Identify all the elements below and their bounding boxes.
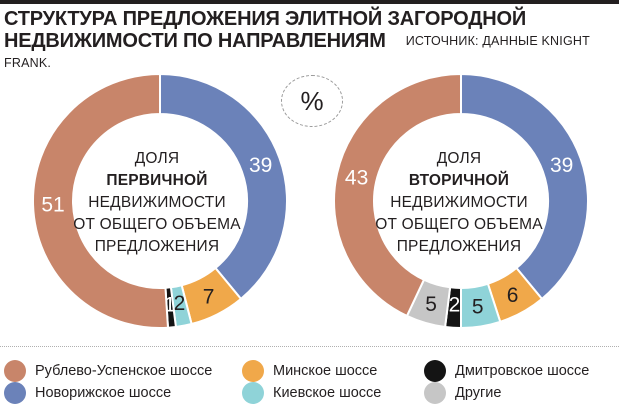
legend-swatch (242, 360, 264, 382)
legend-label: Рублево-Успенское шоссе (35, 363, 213, 379)
center-line: предложения (396, 238, 522, 255)
legend-item-dmitrovskoe: Дмитровское шоссе (424, 359, 589, 383)
slice-rublevo (32, 72, 170, 329)
slice-label-novorizhskoe: 39 (249, 154, 272, 177)
slice-label-other: 5 (425, 293, 437, 316)
legend-label: Киевское шоссе (273, 385, 382, 401)
legend-item-other: Другие (424, 381, 501, 405)
slice-label-minskoe: 6 (507, 284, 519, 307)
center-line: Доля (436, 150, 482, 167)
legend-swatch (424, 382, 446, 404)
center-label-secondary: Доля вторичной недвижимости от общего объем… (374, 148, 544, 258)
center-line: недвижимости (88, 194, 226, 211)
slice-label-dmitrovskoe: 1 (164, 293, 176, 316)
slice-rublevo (333, 72, 462, 318)
legend-label: Новорижское шоссе (35, 385, 172, 401)
center-label-primary: Доля первичной недвижимости от общего объем… (72, 148, 242, 258)
legend-swatch (4, 382, 26, 404)
slice-label-minskoe: 7 (203, 285, 215, 308)
legend-label: Минское шоссе (273, 363, 378, 379)
legend-label: Другие (455, 385, 502, 401)
legend-item-minskoe: Минское шоссе (242, 359, 377, 383)
center-line: первичной (106, 172, 208, 189)
slice-novorizhskoe (159, 72, 288, 301)
slice-label-kievskoe: 2 (174, 292, 186, 315)
legend-item-novorizhskoe: Новорижское шоссе (4, 381, 171, 405)
percent-badge: % (281, 75, 343, 127)
center-line: предложения (94, 238, 220, 255)
legend-swatch (424, 360, 446, 382)
center-line: недвижимости (390, 194, 528, 211)
slice-label-rublevo: 43 (345, 167, 368, 190)
slice-label-novorizhskoe: 39 (550, 154, 573, 177)
legend-item-kievskoe: Киевское шоссе (242, 381, 381, 405)
source-note: Источник: данные Knight Frank. (4, 34, 590, 70)
center-line: вторичной (408, 172, 510, 189)
legend-swatch (242, 382, 264, 404)
top-rule (0, 0, 619, 4)
legend-label: Дмитровское шоссе (455, 363, 590, 379)
donut-chart-primary: 39 721 51 (32, 72, 288, 329)
center-line: Доля (134, 150, 180, 167)
title-text: Структура предложения элитной загородной… (4, 8, 527, 52)
slice-label-rublevo: 51 (41, 193, 64, 216)
slice-label-dmitrovskoe: 2 (449, 294, 461, 317)
legend-divider (0, 346, 619, 347)
legend-item-rublevo: Рублево-Успенское шоссе (4, 359, 212, 383)
chart-title: Структура предложения элитной загородной… (4, 8, 614, 74)
legend-swatch (4, 360, 26, 382)
center-line: от общего объема (375, 216, 543, 233)
slice-label-kievskoe: 5 (472, 296, 484, 319)
slice-novorizhskoe (460, 72, 589, 301)
center-line: от общего объема (73, 216, 241, 233)
